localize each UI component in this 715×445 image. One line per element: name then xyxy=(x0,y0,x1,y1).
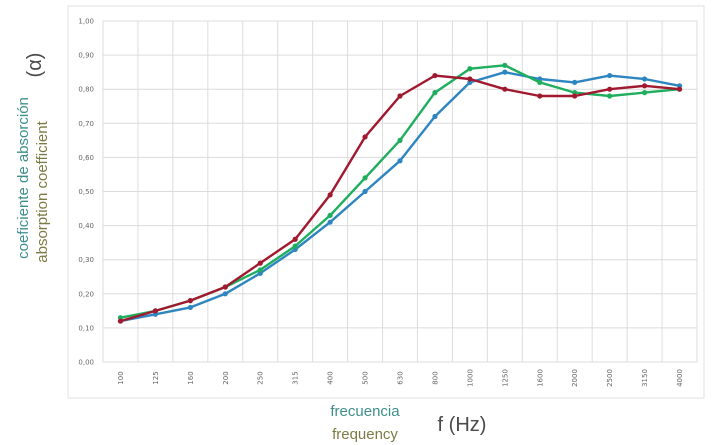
x-tick-label: 100 xyxy=(117,371,125,384)
y-tick-label: 0,10 xyxy=(78,324,94,332)
data-point xyxy=(257,267,263,273)
y-tick-label: 0,50 xyxy=(78,188,94,196)
data-point xyxy=(397,137,403,143)
data-point xyxy=(502,69,508,75)
x-tick-label: 2000 xyxy=(571,369,579,387)
series-group xyxy=(117,62,683,324)
data-point xyxy=(292,236,298,242)
data-point xyxy=(397,93,403,99)
data-point xyxy=(537,93,543,99)
data-point xyxy=(432,90,438,96)
data-point xyxy=(327,219,333,225)
data-point xyxy=(187,298,193,304)
x-tick-label: 630 xyxy=(397,371,405,384)
data-point xyxy=(292,243,298,249)
data-point xyxy=(641,76,648,82)
data-point xyxy=(467,76,473,82)
data-point xyxy=(397,158,403,164)
x-tick-label: 3150 xyxy=(641,369,649,387)
data-point xyxy=(467,66,473,72)
data-point xyxy=(222,284,228,290)
y-tick-label: 0,70 xyxy=(78,120,94,128)
data-point xyxy=(607,93,613,99)
data-point xyxy=(432,113,438,120)
x-axis-unit: f (Hz) xyxy=(438,414,487,436)
x-tick-label: 800 xyxy=(431,371,439,384)
chart-frame xyxy=(67,5,705,399)
data-point xyxy=(362,188,368,195)
x-axis-label-es: frecuencia xyxy=(330,403,400,420)
y-axis-symbol: (α) xyxy=(24,53,46,78)
x-tick-label: 200 xyxy=(222,371,230,384)
data-point xyxy=(502,86,508,92)
data-point xyxy=(572,79,578,85)
y-tick-label: 0,40 xyxy=(78,222,94,230)
data-point xyxy=(152,308,159,314)
x-ticks: 100 125 160 200 250 315 400 500 630 800 1000 1250 16… xyxy=(117,369,684,387)
data-point xyxy=(362,134,368,140)
x-tick-label: 2500 xyxy=(606,369,614,387)
x-tick-label: 125 xyxy=(152,371,160,384)
y-tick-label: 0,30 xyxy=(78,256,94,264)
data-point xyxy=(572,93,578,99)
data-point xyxy=(257,260,263,266)
data-point xyxy=(676,86,683,92)
data-point xyxy=(432,72,438,79)
x-tick-label: 400 xyxy=(327,371,335,384)
y-axis-label-en: absorption coefficient xyxy=(34,120,51,262)
y-ticks: 0,00 0,10 0,20 0,30 0,40 0,50 0,60 0,70 0,80 0,90… xyxy=(78,18,94,367)
data-point xyxy=(607,72,613,79)
data-point xyxy=(327,192,333,198)
data-point xyxy=(641,90,648,96)
y-tick-label: 0,60 xyxy=(78,154,94,162)
y-axis-label-es: coeficiente de absorción xyxy=(15,97,32,259)
x-tick-label: 4000 xyxy=(676,369,684,387)
y-tick-label: 0,80 xyxy=(78,86,94,94)
data-point xyxy=(607,86,613,92)
data-point xyxy=(117,318,124,324)
data-point xyxy=(641,83,648,89)
data-point xyxy=(502,62,508,68)
x-axis-label-en: frequency xyxy=(332,426,398,443)
x-tick-label: 1600 xyxy=(536,369,544,387)
y-tick-label: 0,90 xyxy=(78,52,94,60)
y-tick-label: 1,00 xyxy=(78,18,94,26)
x-tick-label: 160 xyxy=(187,371,195,384)
data-point xyxy=(537,79,543,85)
x-tick-label: 315 xyxy=(292,371,300,384)
data-point xyxy=(222,291,228,297)
y-tick-label: 0,20 xyxy=(78,290,94,298)
x-tick-label: 1000 xyxy=(466,369,474,387)
y-tick-label: 0,00 xyxy=(78,359,94,367)
data-point xyxy=(187,304,193,311)
data-point xyxy=(327,212,333,218)
x-tick-label: 250 xyxy=(257,371,265,384)
data-point xyxy=(362,175,368,181)
x-tick-label: 500 xyxy=(362,371,370,384)
x-tick-label: 1250 xyxy=(501,369,509,387)
